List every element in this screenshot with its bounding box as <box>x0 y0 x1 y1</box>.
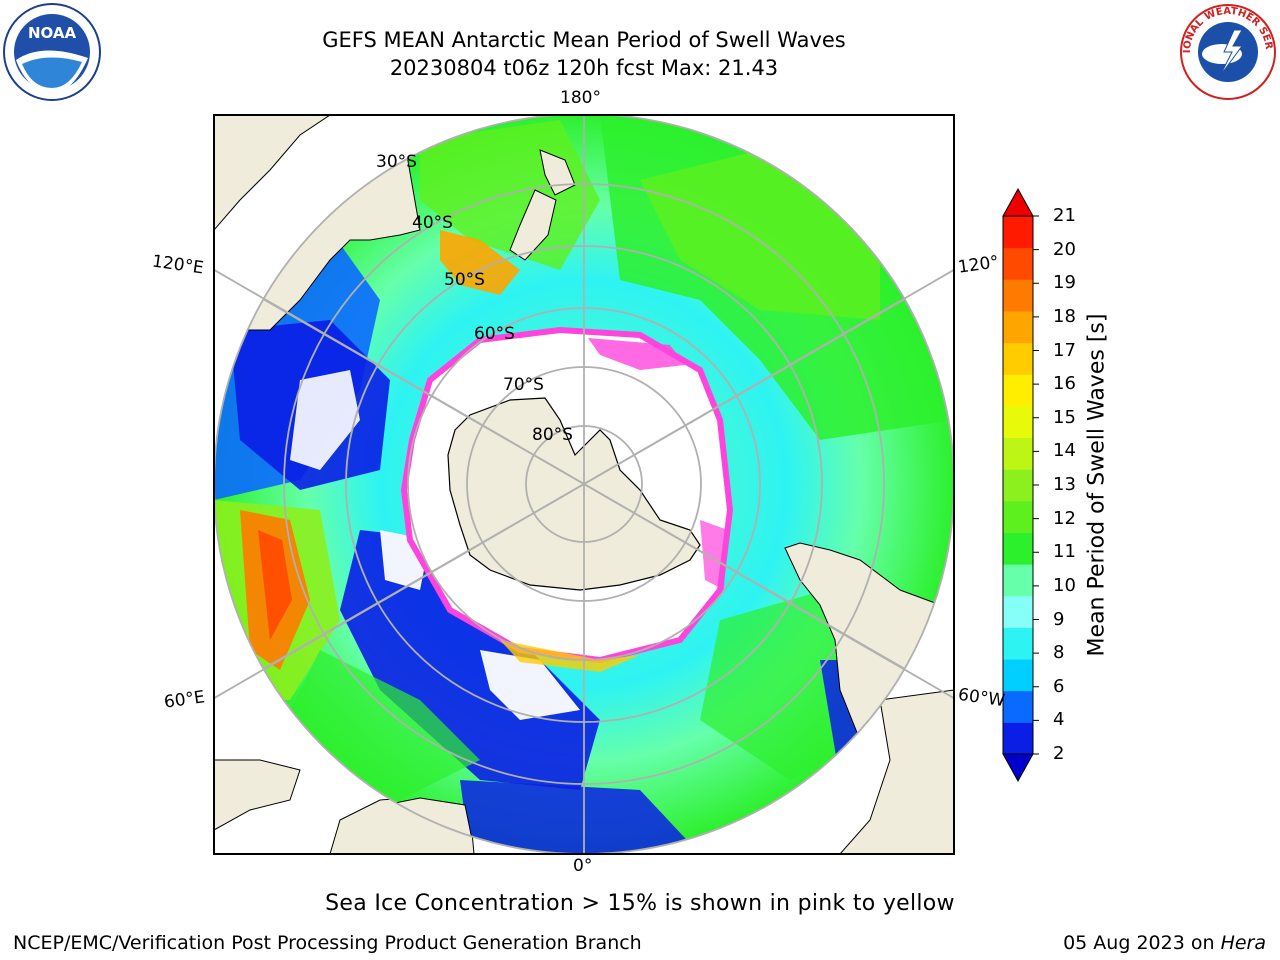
lon-label-0: 0° <box>573 856 593 876</box>
colorbar-segment <box>1003 469 1033 502</box>
graticule <box>214 115 954 854</box>
lat-label-60s: 60°S <box>474 324 515 344</box>
colorbar-tick-label: 21 <box>1053 205 1076 226</box>
colorbar-tick-label: 8 <box>1053 642 1065 664</box>
colorbar-segment <box>1003 627 1033 660</box>
sea-ice-caption: Sea Ice Concentration > 15% is shown in … <box>325 891 955 916</box>
footer-date-text: 05 Aug 2023 on <box>1063 932 1221 954</box>
lat-label-80s: 80°S <box>532 425 573 445</box>
colorbar-tick-label: 11 <box>1053 541 1076 563</box>
lat-label-50s: 50°S <box>444 270 485 290</box>
footer-credit: NCEP/EMC/Verification Post Processing Pr… <box>13 932 642 954</box>
colorbar-label: Mean Period of Swell Waves [s] <box>1084 313 1110 657</box>
colorbar-segment <box>1003 532 1033 565</box>
colorbar-segment <box>1003 405 1033 439</box>
colorbar-segment <box>1003 374 1033 407</box>
colorbar-tick-label: 12 <box>1053 507 1076 529</box>
colorbar-tick-label: 15 <box>1053 406 1076 428</box>
colorbar-over-triangle <box>1002 187 1034 217</box>
colorbar-segment <box>1003 342 1033 375</box>
map-subtitle: 20230804 t06z 120h fcst Max: 21.43 <box>389 56 779 80</box>
colorbar-tick-label: 4 <box>1053 709 1065 731</box>
lat-label-70s: 70°S <box>503 375 544 395</box>
colorbar-segment <box>1003 310 1033 344</box>
colorbar-segment <box>1003 595 1033 628</box>
map-area <box>214 115 954 854</box>
colorbar-tick-label: 14 <box>1053 440 1076 462</box>
lat-label-30s: 30°S <box>376 152 417 172</box>
colorbar-tick-label: 18 <box>1053 305 1076 327</box>
noaa-logo-text: NOAA <box>28 24 77 42</box>
colorbar-segment <box>1003 659 1033 692</box>
land-madagascar-corner <box>214 759 301 831</box>
colorbar-tick-label: 9 <box>1053 608 1065 630</box>
colorbar-under-triangle <box>1002 753 1034 783</box>
colorbar-segment <box>1003 690 1033 723</box>
land-new-zealand-south <box>509 189 557 261</box>
colorbar-tick-label: 13 <box>1053 474 1076 495</box>
colorbar-segment <box>1003 437 1033 470</box>
colorbar-segment <box>1003 564 1033 597</box>
colorbar-tick-label: 20 <box>1053 238 1076 260</box>
colorbar-segment <box>1003 216 1033 249</box>
map-frame <box>213 114 955 855</box>
nws-logo: NATIONAL WEATHER SERVICE <box>1176 2 1276 100</box>
colorbar-tick-label: 17 <box>1053 339 1076 361</box>
colorbar-segment <box>1003 279 1033 312</box>
colorbar-tick-label: 2 <box>1053 743 1065 764</box>
map-title: GEFS MEAN Antarctic Mean Period of Swell… <box>322 28 846 52</box>
footer-machine: Hera <box>1220 932 1266 954</box>
colorbar <box>1002 215 1039 755</box>
noaa-logo: NOAA <box>3 3 101 101</box>
colorbar-tick-label: 6 <box>1053 675 1065 697</box>
lon-label-180: 180° <box>560 88 601 108</box>
colorbar-segment <box>1003 500 1033 533</box>
colorbar-tick-label: 19 <box>1053 272 1076 294</box>
colorbar-segment <box>1003 247 1033 280</box>
footer-date: 05 Aug 2023 on Hera <box>1063 932 1266 954</box>
lat-label-40s: 40°S <box>412 213 453 233</box>
ocean-disk <box>214 115 954 854</box>
land-australia-corner <box>214 115 331 231</box>
colorbar-tick-label: 16 <box>1053 373 1076 395</box>
colorbar-tick-label: 10 <box>1053 574 1076 596</box>
colorbar-segment <box>1003 722 1033 755</box>
